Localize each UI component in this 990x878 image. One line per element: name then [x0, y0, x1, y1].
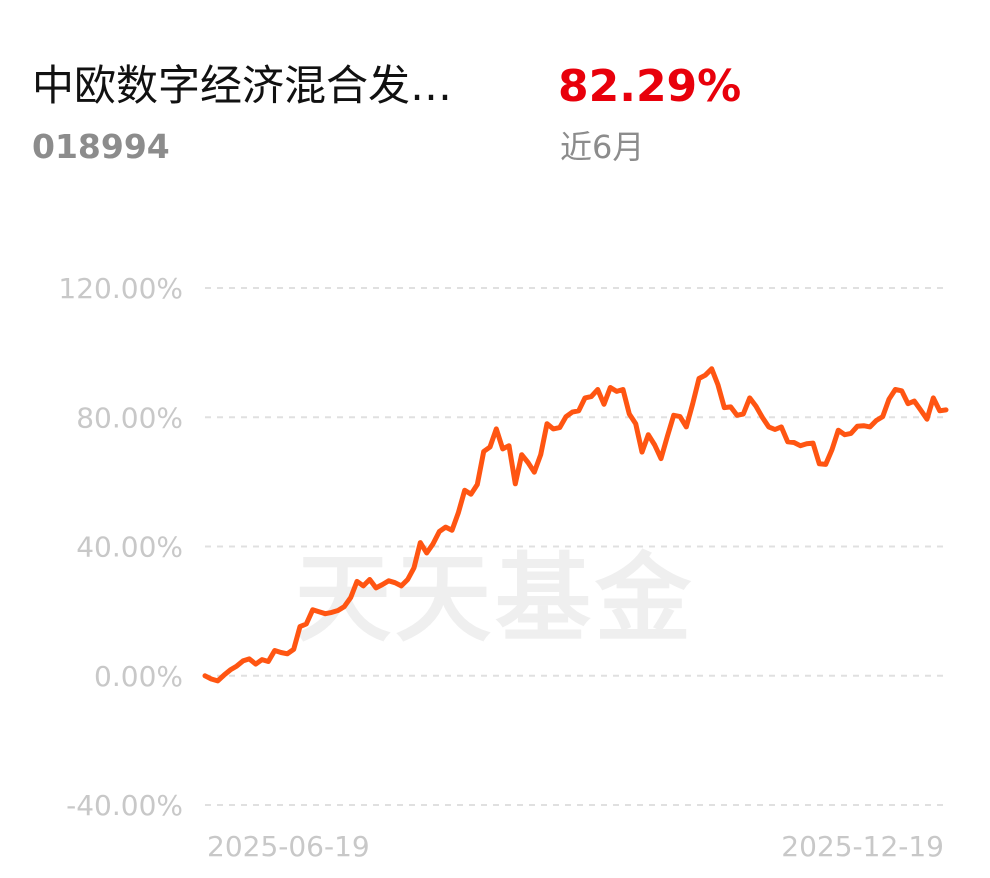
x-tick-label-end: 2025-12-19	[781, 830, 944, 863]
x-axis-ticks: 2025-06-19 2025-12-19	[207, 830, 944, 863]
fund-return-value: 82.29%	[558, 61, 742, 112]
fund-name: 中欧数字经济混合发…	[32, 61, 453, 110]
y-tick-label: -40.00%	[66, 789, 183, 822]
series-layer	[202, 366, 949, 684]
y-tick-label: 120.00%	[58, 272, 183, 305]
fund-code: 018994	[32, 127, 170, 166]
grid-lines	[205, 287, 946, 806]
series-line	[202, 366, 949, 684]
y-tick-label: 40.00%	[76, 531, 183, 564]
watermark-text: 天天基金	[295, 543, 695, 655]
x-tick-label-start: 2025-06-19	[207, 830, 370, 863]
return-period: 近6月	[560, 128, 645, 166]
y-axis-ticks: 120.00% 80.00% 40.00% 0.00% -40.00%	[58, 272, 183, 822]
y-tick-label: 80.00%	[76, 401, 183, 434]
y-tick-label: 0.00%	[94, 660, 183, 693]
